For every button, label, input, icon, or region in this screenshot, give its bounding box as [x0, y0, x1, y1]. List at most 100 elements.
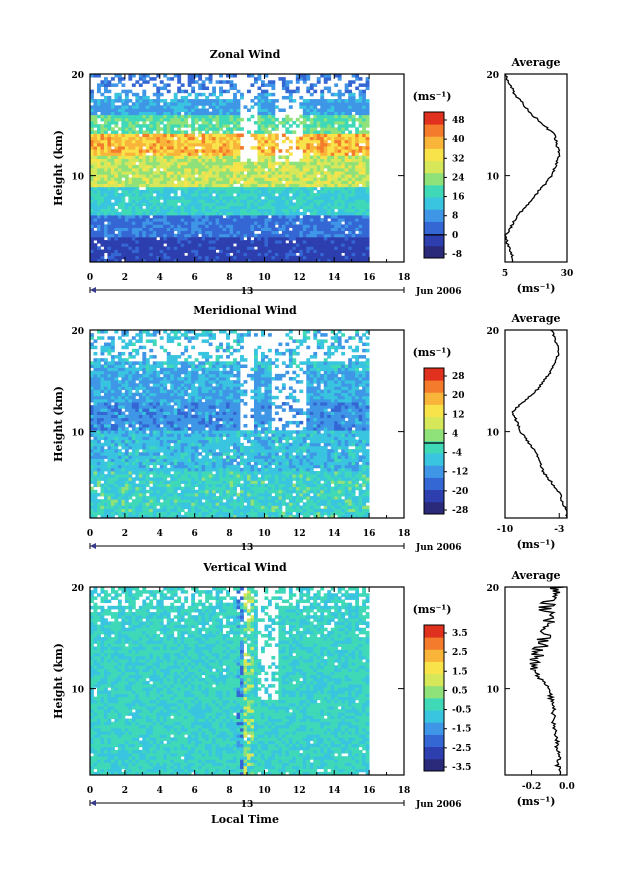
- heatmap-cell: [117, 455, 122, 459]
- heatmap-cell: [285, 230, 290, 235]
- heatmap-cell: [191, 183, 196, 188]
- heatmap-cell: [103, 258, 108, 263]
- heatmap-cell: [131, 136, 136, 141]
- heatmap-cell: [121, 333, 126, 337]
- heatmap-cell: [219, 224, 223, 228]
- heatmap-cell: [323, 183, 328, 188]
- heatmap-cell: [316, 155, 321, 159]
- heatmap-cell: [159, 215, 164, 219]
- heatmap-cell: [121, 114, 126, 119]
- heatmap-cell: [107, 420, 112, 425]
- heatmap-cell: [341, 121, 346, 125]
- heatmap-cell: [103, 99, 108, 103]
- heatmap-cell: [201, 117, 206, 122]
- heatmap-cell: [142, 408, 147, 412]
- heatmap-cell: [135, 227, 140, 232]
- heatmap-cell: [93, 74, 98, 78]
- heatmap-cell: [107, 499, 112, 503]
- heatmap-cell: [260, 177, 265, 181]
- heatmap-cell: [316, 183, 321, 188]
- heatmap-cell: [233, 215, 237, 219]
- heatmap-cell: [107, 455, 112, 459]
- heatmap-cell: [170, 77, 175, 81]
- heatmap-cell: [240, 183, 244, 188]
- heatmap-cell: [205, 236, 210, 241]
- heatmap-cell: [184, 146, 189, 150]
- heatmap-cell: [233, 146, 237, 150]
- heatmap-cell: [348, 193, 353, 197]
- heatmap-cell: [288, 92, 293, 97]
- heatmap-cell: [351, 255, 356, 260]
- heatmap-cell: [180, 133, 185, 138]
- heatmap-cell: [163, 136, 168, 141]
- heatmap-cell: [163, 149, 168, 153]
- heatmap-cell: [114, 511, 119, 516]
- heatmap-cell: [358, 199, 363, 203]
- heatmap-cell: [208, 249, 213, 253]
- heatmap-cell: [124, 449, 129, 453]
- heatmap-cell: [110, 155, 115, 159]
- heatmap-cell: [166, 174, 171, 178]
- heatmap-cell: [96, 402, 101, 406]
- heatmap-cell: [187, 168, 192, 172]
- heatmap-cell: [114, 168, 119, 172]
- heatmap-cell: [243, 105, 248, 109]
- heatmap-cell: [107, 370, 112, 375]
- heatmap-cell: [215, 240, 220, 244]
- heatmap-cell: [348, 233, 353, 238]
- heatmap-cell: [250, 177, 255, 181]
- heatmap-cell: [103, 502, 108, 506]
- heatmap-cell: [208, 230, 213, 235]
- heatmap-cell: [156, 255, 161, 260]
- heatmap-cell: [191, 215, 196, 219]
- heatmap-cell: [334, 193, 339, 197]
- heatmap-cell: [358, 246, 363, 250]
- heatmap-cell: [229, 224, 234, 228]
- heatmap-cell: [302, 136, 307, 141]
- heatmap-cell: [163, 208, 168, 213]
- heatmap-cell: [358, 124, 363, 128]
- heatmap-cell: [327, 99, 332, 103]
- heatmap-cell: [124, 89, 129, 94]
- heatmap-cell: [302, 224, 307, 228]
- heatmap-cell: [334, 102, 339, 106]
- heatmap-cell: [358, 224, 363, 228]
- heatmap-cell: [222, 258, 227, 263]
- heatmap-cell: [229, 136, 234, 141]
- heatmap-cell: [124, 514, 129, 519]
- heatmap-cell: [205, 196, 210, 200]
- heatmap-cell: [156, 177, 161, 181]
- heatmap-cell: [334, 180, 339, 185]
- heatmap-cell: [173, 102, 178, 106]
- heatmap-cell: [243, 177, 248, 181]
- heatmap-cell: [121, 477, 126, 481]
- heatmap-cell: [159, 243, 164, 247]
- heatmap-cell: [103, 233, 108, 238]
- heatmap-cell: [191, 102, 196, 106]
- heatmap-cell: [100, 373, 105, 378]
- heatmap-cell: [344, 168, 349, 172]
- heatmap-cell: [285, 224, 290, 228]
- heatmap-cell: [250, 240, 255, 244]
- heatmap-cell: [309, 202, 314, 206]
- heatmap-cell: [316, 218, 321, 222]
- heatmap-cell: [302, 252, 307, 257]
- heatmap-cell: [253, 183, 258, 188]
- heatmap-cell: [278, 255, 283, 260]
- heatmap-cell: [201, 152, 206, 156]
- heatmap-cell: [285, 233, 290, 238]
- heatmap-cell: [358, 171, 363, 175]
- heatmap-cell: [128, 342, 133, 347]
- heatmap-cell: [344, 240, 349, 244]
- heatmap-cell: [327, 121, 332, 125]
- heatmap-cell: [177, 183, 182, 188]
- colorbar-tick-label: 48: [452, 116, 465, 126]
- heatmap-cell: [117, 240, 122, 244]
- heatmap-cell: [180, 246, 185, 250]
- heatmap-cell: [90, 99, 94, 103]
- heatmap-cell: [267, 83, 272, 87]
- heatmap-cell: [138, 102, 143, 106]
- heatmap-cell: [114, 405, 119, 409]
- heatmap-cell: [288, 174, 293, 178]
- heatmap-cell: [128, 202, 133, 206]
